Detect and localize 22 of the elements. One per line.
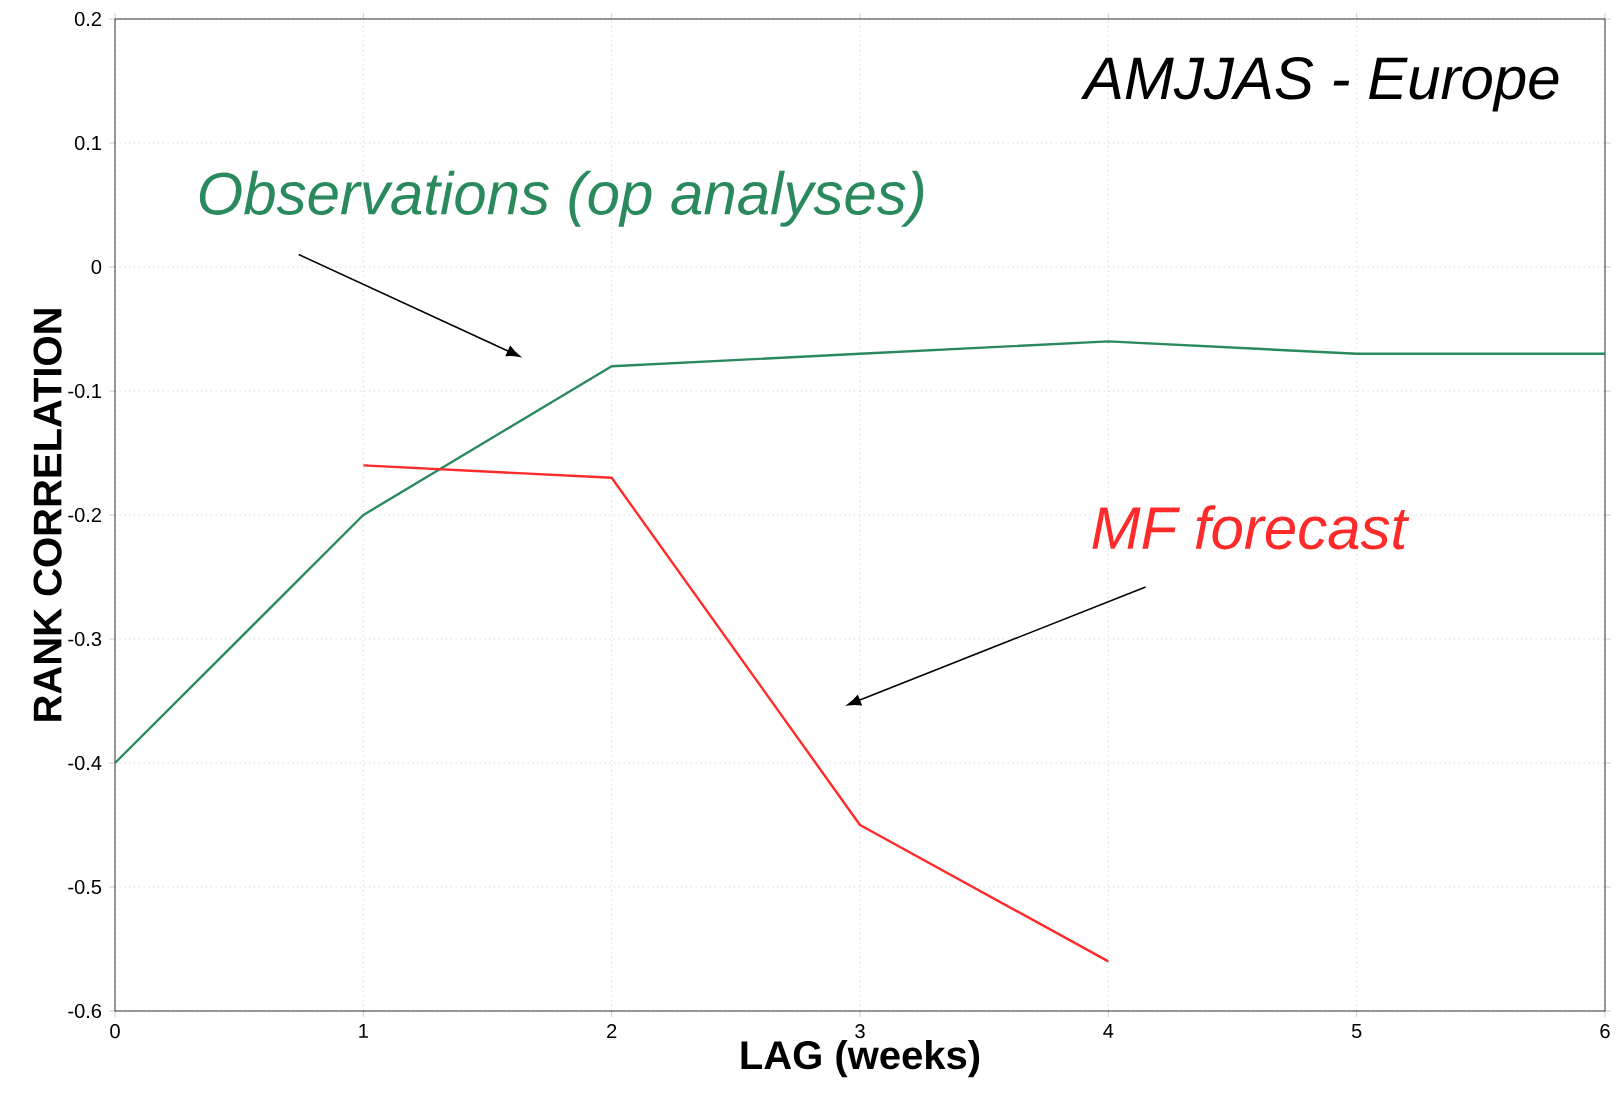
x-tick-label: 4 xyxy=(1103,1024,1114,1038)
y-axis-title: RANK CORRELATION xyxy=(33,309,62,721)
y-tick-label: -0.6 xyxy=(68,1003,102,1019)
line-series xyxy=(113,340,1607,765)
y-tick-label: -0.1 xyxy=(68,383,101,399)
x-tick-label: 6 xyxy=(1600,1024,1610,1039)
x-axis-title: LAG (weeks) xyxy=(741,1039,980,1078)
x-tick-label: 0 xyxy=(110,1024,120,1039)
text: MF forecast xyxy=(1092,505,1410,550)
y-tick-label: 0 xyxy=(91,259,102,275)
y-tick-label: 0.1 xyxy=(74,135,101,151)
y-tick-label: -0.4 xyxy=(68,755,102,771)
x-tick-label: 1 xyxy=(359,1024,368,1038)
y-tick-label: -0.3 xyxy=(68,631,102,647)
text: AMJJAS - Europe xyxy=(1080,57,1559,112)
x-tick-label: 2 xyxy=(607,1024,617,1039)
y-tick-label: -0.2 xyxy=(68,507,101,523)
x-tick-label: 5 xyxy=(1351,1024,1362,1039)
text: Observations (op analyses) xyxy=(199,170,924,227)
y-tick-label: 0.2 xyxy=(74,11,101,27)
y-tick-label: -0.5 xyxy=(68,879,102,895)
x-tick-label: 3 xyxy=(855,1024,865,1039)
